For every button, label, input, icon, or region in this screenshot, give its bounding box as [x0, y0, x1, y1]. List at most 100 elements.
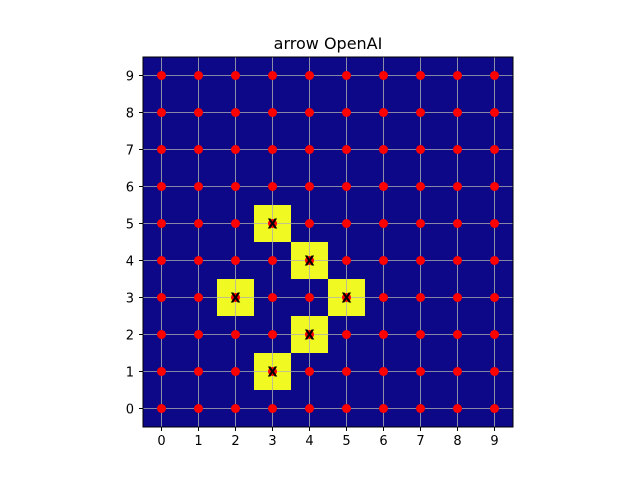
point-8-1: [453, 367, 462, 376]
point-0-0: [157, 404, 166, 413]
point-0-4: [157, 256, 166, 265]
y-tick-label-3: 3: [126, 292, 134, 307]
point-6-9: [379, 71, 388, 80]
point-5-2: [342, 330, 351, 339]
point-2-1: [231, 367, 240, 376]
point-0-1: [157, 367, 166, 376]
point-4-0: [305, 404, 314, 413]
x-tick-label-3: 3: [268, 434, 276, 449]
chart-title: arrow OpenAI: [274, 34, 383, 53]
point-5-5: [342, 219, 351, 228]
y-tick-label-1: 1: [126, 366, 134, 381]
point-4-6: [305, 182, 314, 191]
x-tick-label-2: 2: [231, 434, 239, 449]
x-tick-label-7: 7: [416, 434, 424, 449]
point-9-8: [490, 108, 499, 117]
x-axis: 0 1 2 3 4 5 6 7 8 9: [157, 427, 499, 449]
cell-label-5: X: [267, 366, 277, 381]
cell-label-0: X: [267, 218, 277, 233]
point-4-5: [305, 219, 314, 228]
point-6-6: [379, 182, 388, 191]
point-7-1: [416, 367, 425, 376]
point-3-4: [268, 256, 277, 265]
point-3-8: [268, 108, 277, 117]
point-0-2: [157, 330, 166, 339]
point-9-6: [490, 182, 499, 191]
point-9-0: [490, 404, 499, 413]
point-8-3: [453, 293, 462, 302]
point-8-9: [453, 71, 462, 80]
point-1-7: [194, 145, 203, 154]
point-2-6: [231, 182, 240, 191]
x-tick-label-8: 8: [453, 434, 461, 449]
y-tick-label-6: 6: [126, 181, 134, 196]
point-0-6: [157, 182, 166, 191]
point-7-5: [416, 219, 425, 228]
point-9-3: [490, 293, 499, 302]
point-8-0: [453, 404, 462, 413]
point-1-4: [194, 256, 203, 265]
point-5-8: [342, 108, 351, 117]
cell-labels: X X X X X X: [230, 218, 351, 381]
cell-label-3: X: [341, 292, 351, 307]
point-3-1: [268, 367, 277, 376]
point-9-1: [490, 367, 499, 376]
point-4-3: [305, 293, 314, 302]
point-8-8: [453, 108, 462, 117]
point-6-3: [379, 293, 388, 302]
y-tick-label-0: 0: [126, 403, 134, 418]
point-9-2: [490, 330, 499, 339]
y-tick-label-7: 7: [126, 144, 134, 159]
point-2-0: [231, 404, 240, 413]
y-tick-label-5: 5: [126, 218, 134, 233]
point-4-9: [305, 71, 314, 80]
point-8-6: [453, 182, 462, 191]
point-3-2: [268, 330, 277, 339]
point-6-7: [379, 145, 388, 154]
point-7-8: [416, 108, 425, 117]
point-6-4: [379, 256, 388, 265]
point-1-5: [194, 219, 203, 228]
point-6-5: [379, 219, 388, 228]
x-tick-label-0: 0: [157, 434, 165, 449]
point-1-3: [194, 293, 203, 302]
x-tick-label-1: 1: [194, 434, 202, 449]
point-3-7: [268, 145, 277, 154]
point-4-8: [305, 108, 314, 117]
point-2-9: [231, 71, 240, 80]
cell-label-1: X: [304, 255, 314, 270]
point-5-3: [342, 293, 351, 302]
point-9-5: [490, 219, 499, 228]
point-1-0: [194, 404, 203, 413]
point-3-5: [268, 219, 277, 228]
point-3-9: [268, 71, 277, 80]
y-tick-label-4: 4: [126, 255, 134, 270]
y-tick-label-2: 2: [126, 329, 134, 344]
point-5-7: [342, 145, 351, 154]
point-7-4: [416, 256, 425, 265]
point-8-5: [453, 219, 462, 228]
point-1-1: [194, 367, 203, 376]
cell-label-4: X: [304, 329, 314, 344]
point-1-6: [194, 182, 203, 191]
y-tick-label-9: 9: [126, 70, 134, 85]
point-1-2: [194, 330, 203, 339]
point-2-3: [231, 293, 240, 302]
point-1-9: [194, 71, 203, 80]
point-7-9: [416, 71, 425, 80]
point-4-2: [305, 330, 314, 339]
point-9-4: [490, 256, 499, 265]
point-5-6: [342, 182, 351, 191]
x-tick-label-9: 9: [490, 434, 498, 449]
point-5-9: [342, 71, 351, 80]
point-0-9: [157, 71, 166, 80]
point-3-6: [268, 182, 277, 191]
point-2-4: [231, 256, 240, 265]
plot-border: [142, 56, 514, 428]
data-points: [157, 71, 499, 413]
y-tick-label-8: 8: [126, 107, 134, 122]
point-2-8: [231, 108, 240, 117]
point-9-7: [490, 145, 499, 154]
grid-lines: [143, 57, 513, 427]
point-5-4: [342, 256, 351, 265]
